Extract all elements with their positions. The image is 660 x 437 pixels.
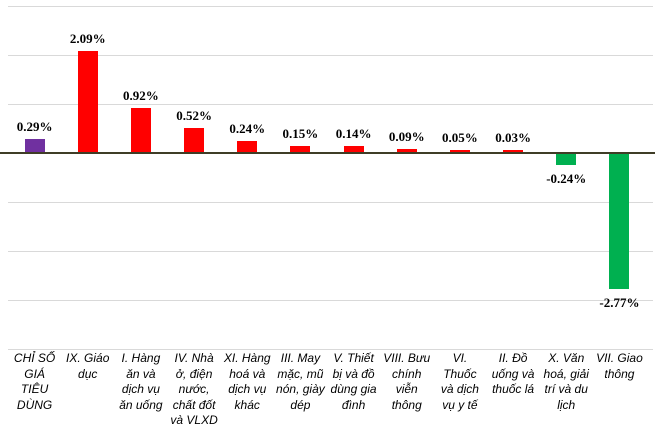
value-label: 0.52% — [176, 107, 212, 123]
gridline — [8, 55, 653, 56]
bar — [449, 150, 470, 153]
value-label: 0.29% — [16, 118, 53, 134]
value-label: 0.15% — [282, 125, 319, 141]
bar — [503, 150, 524, 153]
bar — [290, 145, 311, 153]
category-label: VIII. Bưu chính viễn thông — [383, 351, 431, 412]
bar — [77, 50, 98, 153]
gridline — [8, 349, 653, 350]
value-label: 0.03% — [495, 130, 531, 145]
bar — [556, 153, 577, 165]
value-label: -0.24% — [546, 170, 587, 186]
value-label: 0.05% — [442, 130, 478, 145]
bar — [609, 153, 630, 289]
bar — [130, 107, 151, 153]
gridline — [8, 202, 653, 203]
category-label: V. Thiết bị và đồ dùng gia đình — [330, 351, 377, 412]
bar — [24, 138, 45, 153]
value-label: 0.92% — [123, 87, 159, 103]
gridline — [8, 251, 653, 252]
bar — [396, 148, 417, 153]
category-label: II. Đồ uống và thuốc lá — [491, 351, 535, 396]
value-label: 2.09% — [69, 30, 106, 46]
category-label: VI. Thuốc và dịch vụ y tế — [440, 351, 479, 412]
category-label: III. May mặc, mũ nón, giày dép — [276, 351, 325, 412]
bar — [343, 146, 364, 153]
bar — [184, 127, 205, 153]
gridline — [8, 6, 653, 7]
gridline — [8, 300, 653, 301]
category-label: VII. Giao thông — [596, 351, 643, 381]
category-label: CHỈ SỐ GIÁ TIÊU DÙNG — [13, 351, 56, 412]
zero-axis-line — [0, 152, 655, 154]
bar — [237, 141, 258, 153]
value-label: 0.24% — [229, 121, 266, 137]
category-label: IX. Giáo dục — [66, 351, 110, 381]
category-label: IV. Nhà ở, điện nước, chất đốt và VLXD — [170, 351, 218, 427]
category-label: I. Hàng ăn và dịch vụ ăn uống — [119, 351, 163, 412]
category-label: X. Văn hoá, giải trí và du lịch — [543, 351, 589, 412]
value-label: 0.09% — [388, 128, 425, 144]
category-label: XI. Hàng hoá và dịch vụ khác — [223, 351, 271, 412]
value-label: 0.14% — [335, 126, 372, 142]
value-label: -2.77% — [599, 294, 640, 310]
gridline — [8, 104, 653, 105]
